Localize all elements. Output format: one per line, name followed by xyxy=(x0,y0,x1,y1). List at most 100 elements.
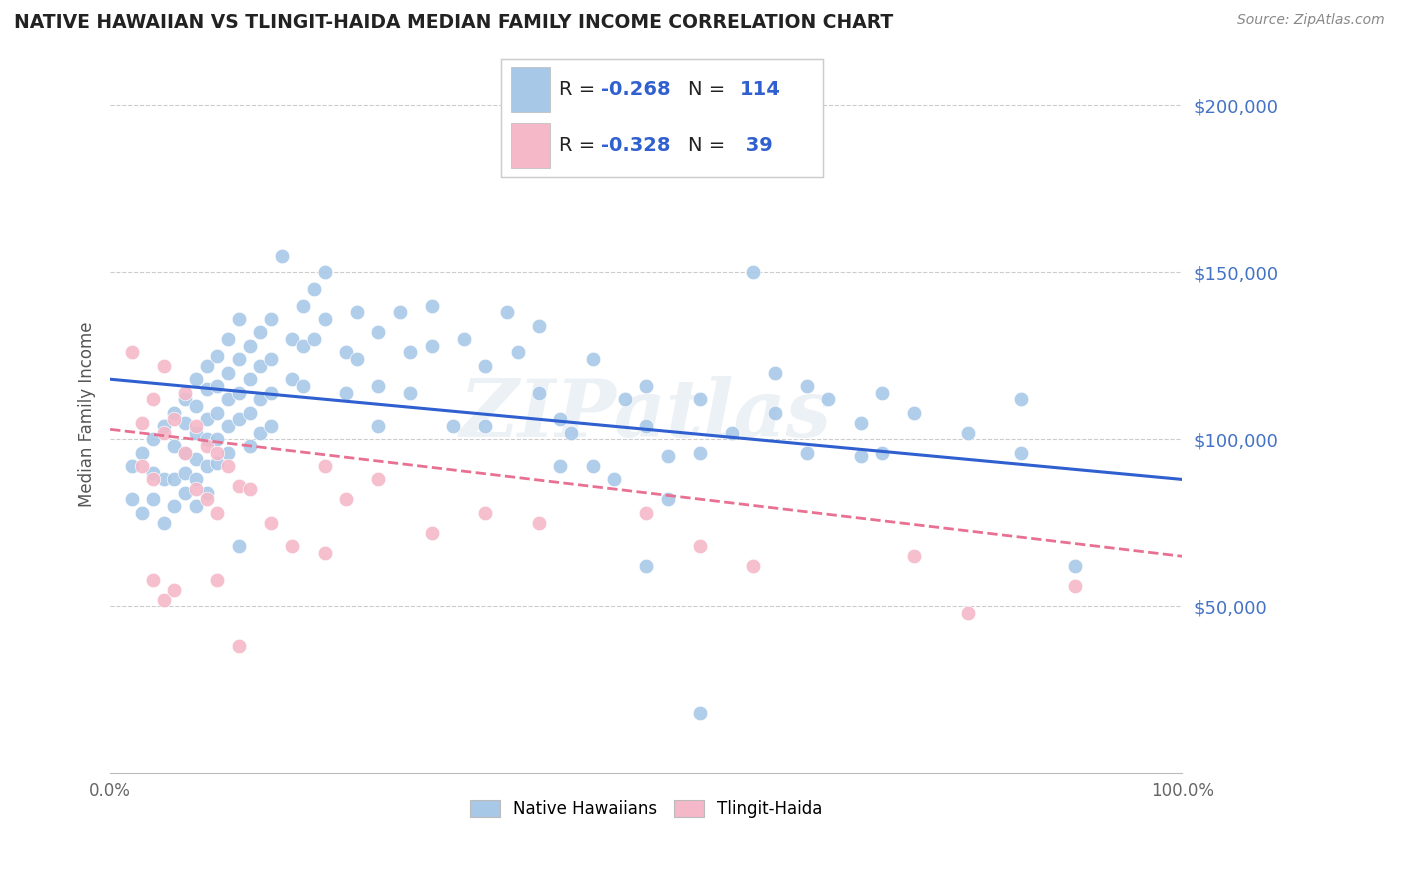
Point xyxy=(207,573,229,587)
Point xyxy=(453,332,475,346)
Point xyxy=(174,385,197,400)
Point xyxy=(314,458,336,473)
Point xyxy=(420,525,443,540)
Point xyxy=(249,392,271,407)
Point xyxy=(184,483,207,497)
Point xyxy=(388,305,411,319)
Point xyxy=(163,439,186,453)
Point xyxy=(399,345,422,359)
Point xyxy=(260,385,283,400)
Point xyxy=(636,379,658,393)
Point xyxy=(441,419,464,434)
Point xyxy=(174,466,197,480)
Point xyxy=(636,559,658,574)
Point xyxy=(335,492,357,507)
Point xyxy=(195,412,218,426)
Point xyxy=(174,485,197,500)
Point xyxy=(689,706,711,721)
Point xyxy=(195,439,218,453)
Point xyxy=(131,416,153,430)
Point xyxy=(281,332,304,346)
Point xyxy=(174,446,197,460)
Point xyxy=(657,492,679,507)
Point xyxy=(195,433,218,447)
Point xyxy=(228,539,250,553)
Point xyxy=(260,516,283,530)
Point xyxy=(131,458,153,473)
Point xyxy=(174,416,197,430)
Point xyxy=(870,385,893,400)
Point xyxy=(1064,559,1087,574)
Point xyxy=(228,352,250,367)
Point xyxy=(742,265,765,279)
Point xyxy=(763,366,786,380)
Point xyxy=(238,483,260,497)
Point xyxy=(217,446,239,460)
Point xyxy=(903,406,925,420)
Point xyxy=(207,446,229,460)
Point xyxy=(527,516,550,530)
Point xyxy=(742,559,765,574)
Point xyxy=(163,499,186,513)
Point xyxy=(184,399,207,413)
Point xyxy=(142,466,165,480)
Point xyxy=(474,419,496,434)
Point xyxy=(302,282,325,296)
Point xyxy=(228,412,250,426)
Point xyxy=(142,492,165,507)
Point xyxy=(281,372,304,386)
Point xyxy=(121,492,143,507)
Point xyxy=(956,425,979,440)
Point xyxy=(314,312,336,326)
Point xyxy=(506,345,529,359)
Point xyxy=(121,345,143,359)
Point xyxy=(1011,446,1033,460)
Point xyxy=(184,372,207,386)
Point xyxy=(174,392,197,407)
Point xyxy=(228,479,250,493)
Point xyxy=(195,359,218,373)
Point xyxy=(527,385,550,400)
Point xyxy=(207,406,229,420)
Point xyxy=(689,539,711,553)
Point xyxy=(152,592,174,607)
Point xyxy=(1011,392,1033,407)
Legend: Native Hawaiians, Tlingit-Haida: Native Hawaiians, Tlingit-Haida xyxy=(461,791,831,826)
Point xyxy=(335,345,357,359)
Point xyxy=(399,385,422,400)
Point xyxy=(636,419,658,434)
Point xyxy=(163,582,186,597)
Point xyxy=(207,433,229,447)
Point xyxy=(550,458,572,473)
Point xyxy=(195,492,218,507)
Point xyxy=(217,366,239,380)
Text: NATIVE HAWAIIAN VS TLINGIT-HAIDA MEDIAN FAMILY INCOME CORRELATION CHART: NATIVE HAWAIIAN VS TLINGIT-HAIDA MEDIAN … xyxy=(14,13,893,32)
Point xyxy=(228,312,250,326)
Point xyxy=(142,392,165,407)
Point xyxy=(142,433,165,447)
Point xyxy=(249,425,271,440)
Point xyxy=(270,249,292,263)
Point xyxy=(849,449,872,463)
Point xyxy=(636,506,658,520)
Point xyxy=(217,419,239,434)
Point xyxy=(763,406,786,420)
Point xyxy=(689,446,711,460)
Point xyxy=(260,419,283,434)
Point xyxy=(346,305,368,319)
Point xyxy=(527,318,550,333)
Point xyxy=(603,472,626,486)
Point xyxy=(420,339,443,353)
Point xyxy=(581,352,603,367)
Point xyxy=(314,546,336,560)
Point xyxy=(195,485,218,500)
Point xyxy=(474,359,496,373)
Point xyxy=(238,339,260,353)
Point xyxy=(228,385,250,400)
Text: ZIPatlas: ZIPatlas xyxy=(460,376,832,453)
Point xyxy=(689,392,711,407)
Point xyxy=(560,425,582,440)
Point xyxy=(292,379,315,393)
Point xyxy=(142,472,165,486)
Point xyxy=(260,352,283,367)
